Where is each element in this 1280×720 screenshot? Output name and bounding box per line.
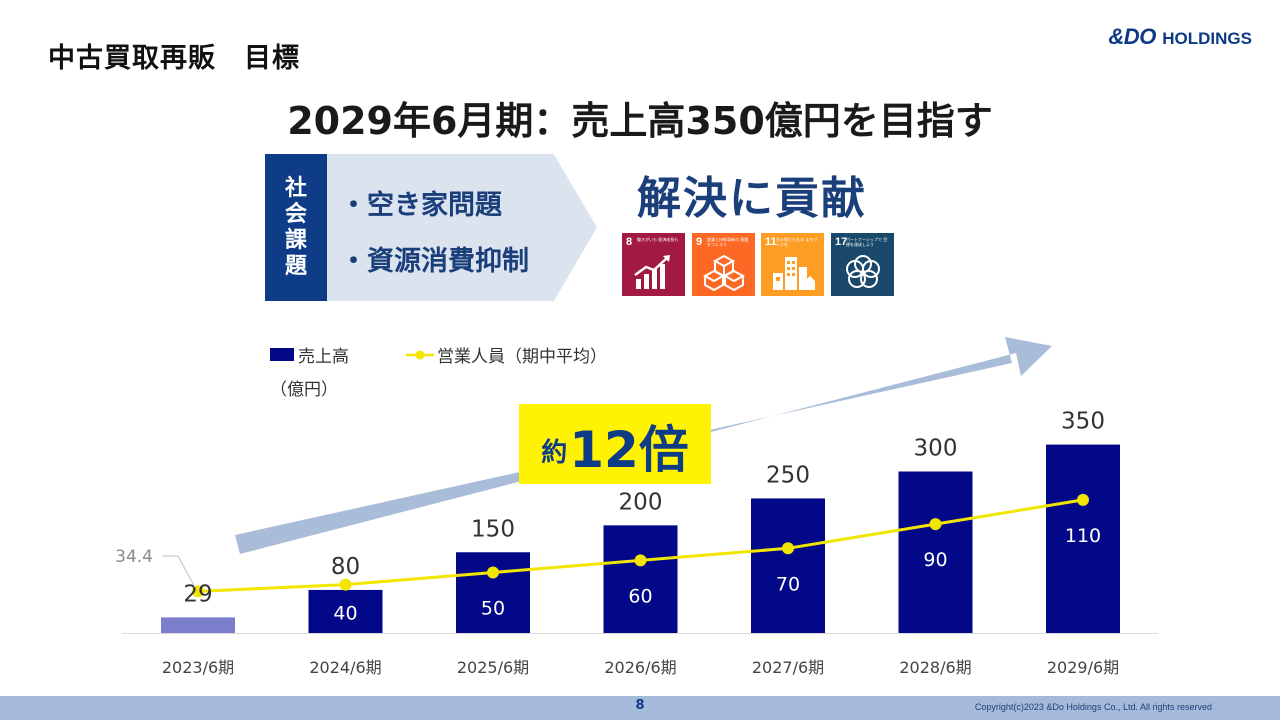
logo-brand: &DO <box>1108 24 1156 49</box>
revenue-value-label: 29 <box>183 581 212 607</box>
staff-point <box>339 578 352 591</box>
x-tick-label: 2026/6期 <box>604 658 676 677</box>
revenue-bar <box>1046 444 1120 633</box>
staff-point <box>634 554 647 567</box>
revenue-bar <box>161 617 235 633</box>
staff-point <box>782 542 794 555</box>
x-tick-label: 2023/6期 <box>162 658 234 677</box>
legend-unit: （億円） <box>270 380 338 400</box>
page-headline: 2029年6月期：売上高350億円を目指す <box>287 99 993 143</box>
staff-value-label: 90 <box>923 549 947 571</box>
staff-point <box>192 585 204 598</box>
copyright-text: Copyright(c)2023 &Do Holdings Co., Ltd. … <box>974 702 1212 712</box>
x-tick-label: 2028/6期 <box>899 658 971 677</box>
issue-list: ・空き家問題 ・資源消費抑制 <box>340 178 529 290</box>
revenue-bar <box>751 498 825 633</box>
resolve-heading: 解決に貢献 <box>637 173 867 224</box>
legend-line: 営業人員（期中平均） <box>405 342 607 367</box>
issue-item: ・資源消費抑制 <box>340 246 529 277</box>
sdg-text: パートナーシップで 目標を達成しよう <box>846 237 888 247</box>
staff-point <box>929 518 942 531</box>
sdg-number: 8 <box>626 236 633 248</box>
revenue-value-label: 200 <box>619 489 663 515</box>
sdg-goal-11: 11 住み続けられる まちづくりを <box>761 233 824 296</box>
revenue-value-label: 250 <box>766 462 810 488</box>
sdg-text: 働きがいも 経済成長も <box>637 237 679 242</box>
legend-bar-label: 売上高 <box>298 347 349 367</box>
issue-label-char: 題 <box>284 253 307 279</box>
issue-arrow-shape <box>327 154 597 301</box>
x-tick-label: 2024/6期 <box>309 658 381 677</box>
revenue-bar <box>603 525 678 633</box>
growth-badge: 約 12倍 <box>519 404 711 484</box>
sdg-goal-8: 8 働きがいも 経済成長も <box>622 233 685 296</box>
issue-label-char: 社 <box>284 175 307 201</box>
staff-point <box>487 566 499 579</box>
staff-value-label: 70 <box>776 573 800 595</box>
issue-item: ・空き家問題 <box>340 190 502 221</box>
page-number: 8 <box>635 698 645 713</box>
issue-label-char: 会 <box>284 201 307 227</box>
staff-value-label: 40 <box>333 602 357 624</box>
section-title: 中古買取再販 目標 <box>48 43 300 74</box>
company-logo: &DO HOLDINGS <box>1108 24 1252 50</box>
sdg-goal-9: 9 産業と技術革新の 基盤をつくろう <box>692 233 755 296</box>
revenue-value-label: 350 <box>1061 409 1105 435</box>
revenue-bar <box>456 552 530 633</box>
legend-line-swatch <box>406 350 434 359</box>
logo-text: HOLDINGS <box>1162 29 1252 48</box>
staff-leader-line <box>162 555 196 588</box>
sdg-goal-17: 17 パートナーシップで 目標を達成しよう <box>831 233 894 296</box>
revenue-value-label: 80 <box>331 554 360 580</box>
sdg-number: 17 <box>835 236 848 248</box>
x-tick-label: 2025/6期 <box>457 658 529 677</box>
staff-point <box>1077 493 1089 506</box>
legend-bar-swatch <box>270 348 294 361</box>
staff-value-label: 34.4 <box>115 547 153 567</box>
x-tick-label: 2027/6期 <box>752 658 824 677</box>
social-issues-label: 社 会 課 題 <box>265 154 327 301</box>
legend-bar: 売上高 <box>270 342 349 367</box>
x-tick-label: 2029/6期 <box>1047 658 1119 677</box>
flower-icon <box>846 255 880 288</box>
sdg-text: 住み続けられる まちづくりを <box>776 237 818 247</box>
badge-value: 12倍 <box>569 421 689 479</box>
revenue-value-label: 150 <box>471 516 515 542</box>
issue-label-char: 課 <box>284 227 307 253</box>
cubes-icon <box>702 254 746 291</box>
sdg-number: 11 <box>765 236 777 248</box>
revenue-value-label: 300 <box>914 436 958 462</box>
sdg-text: 産業と技術革新の 基盤をつくろう <box>707 237 749 247</box>
staff-value-label: 50 <box>481 598 505 620</box>
revenue-bar <box>898 471 973 633</box>
city-icon <box>773 257 815 290</box>
sdg-number: 9 <box>696 236 703 248</box>
staff-value-label: 110 <box>1065 525 1101 547</box>
legend-line-label: 営業人員（期中平均） <box>437 347 607 367</box>
staff-value-label: 60 <box>628 585 652 607</box>
growth-chart-icon <box>634 255 670 289</box>
badge-prefix: 約 <box>541 438 568 468</box>
revenue-bar <box>308 589 383 633</box>
footer-bar: 8 Copyright(c)2023 &Do Holdings Co., Ltd… <box>0 696 1280 720</box>
